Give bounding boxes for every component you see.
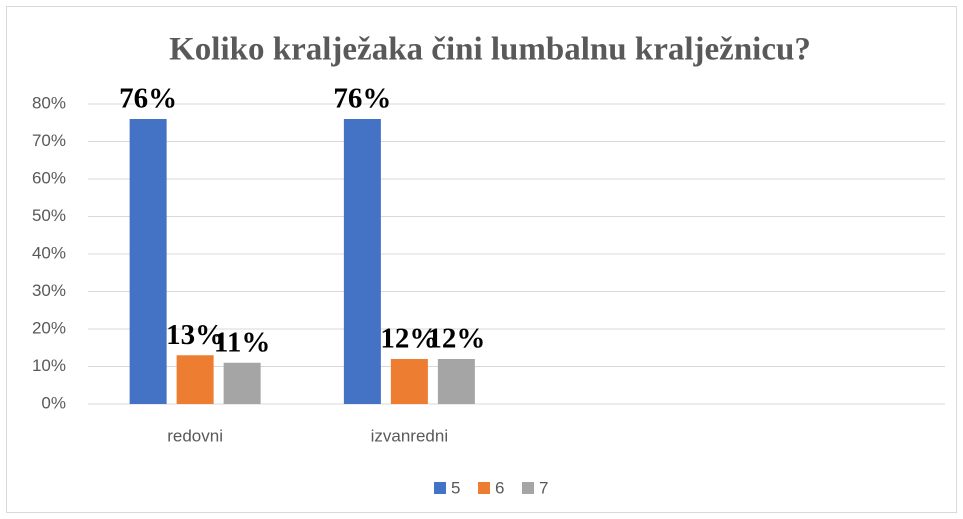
data-label: 76% [333, 83, 391, 115]
legend-swatch [478, 482, 490, 494]
legend-swatch [522, 482, 534, 494]
x-tick-label: redovni [167, 426, 223, 445]
bar [343, 119, 381, 404]
legend-label: 6 [495, 478, 504, 497]
y-tick-label: 70% [32, 131, 66, 150]
x-tick-label: izvanredni [371, 426, 449, 445]
legend-label: 7 [539, 478, 548, 497]
y-tick-label: 0% [41, 393, 66, 412]
bar [129, 119, 167, 404]
y-tick-label: 60% [32, 168, 66, 187]
data-label: 12% [380, 323, 438, 355]
data-label: 12% [427, 323, 485, 355]
chart-title: Koliko kralježaka čini lumbalnu kralježn… [169, 32, 811, 68]
y-tick-label: 80% [32, 93, 66, 112]
y-tick-label: 20% [32, 318, 66, 337]
legend-swatch [434, 482, 446, 494]
bar [437, 359, 475, 404]
data-label: 76% [119, 83, 177, 115]
data-label: 11% [214, 326, 270, 358]
y-tick-label: 30% [32, 281, 66, 300]
bar [223, 362, 261, 404]
y-tick-label: 10% [32, 356, 66, 375]
bar [390, 359, 428, 404]
data-label: 13% [166, 319, 224, 351]
y-tick-label: 50% [32, 206, 66, 225]
y-tick-label: 40% [32, 243, 66, 262]
legend-label: 5 [451, 478, 460, 497]
bar [176, 355, 214, 404]
